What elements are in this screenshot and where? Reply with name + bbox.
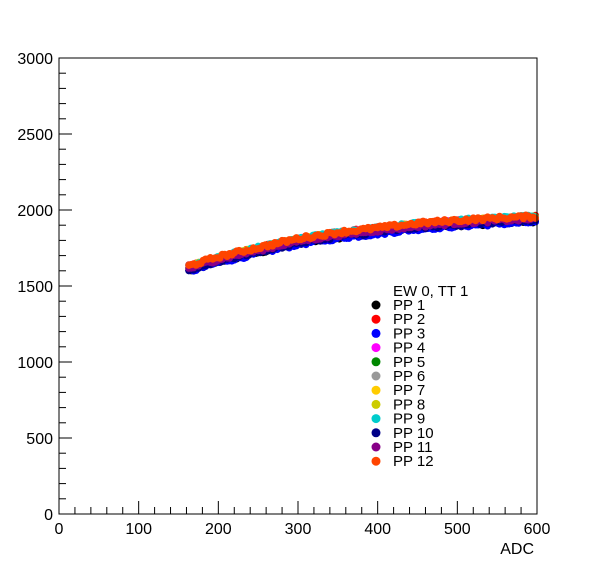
x-axis-label: ADC — [500, 541, 534, 558]
y-tick-label: 2500 — [17, 127, 53, 144]
legend-marker — [371, 385, 381, 395]
y-tick-label: 1500 — [17, 279, 53, 296]
legend-label: PP 9 — [393, 411, 425, 428]
legend-label: PP 8 — [393, 396, 425, 413]
legend-header: EW 0, TT 1 — [393, 283, 468, 300]
axis-ticks — [58, 57, 538, 515]
x-tick-label: 200 — [205, 521, 232, 538]
legend-label: PP 12 — [393, 453, 434, 470]
x-tick-label: 500 — [444, 521, 471, 538]
legend: EW 0, TT 1 PP 1PP 2PP 3PP 4PP 5PP 6PP 7P… — [371, 283, 468, 470]
legend-marker — [371, 371, 381, 381]
legend-label: PP 3 — [393, 325, 425, 342]
y-tick-label: 1000 — [17, 355, 53, 372]
tick-labels: 0 100 200 300 400 500 600 0 500 1000 1500 2000 2500 3… — [17, 51, 550, 538]
legend-marker — [371, 442, 381, 452]
legend-label: PP 6 — [393, 368, 425, 385]
y-tick-label: 0 — [44, 507, 53, 524]
legend-marker — [371, 414, 381, 424]
x-tick-label: 600 — [524, 521, 551, 538]
x-tick-label: 0 — [55, 521, 64, 538]
data-points — [185, 211, 540, 275]
legend-marker — [371, 428, 381, 438]
x-tick-label: 100 — [125, 521, 152, 538]
legend-label: PP 4 — [393, 340, 425, 357]
legend-marker — [371, 314, 381, 324]
legend-label: PP 11 — [393, 439, 432, 456]
legend-marker — [371, 456, 381, 466]
legend-label: PP 5 — [393, 354, 425, 371]
x-tick-label: 400 — [364, 521, 391, 538]
y-tick-label: 2000 — [17, 203, 53, 220]
legend-marker — [371, 399, 381, 409]
legend-label: PP 1 — [393, 297, 425, 314]
legend-marker — [371, 357, 381, 367]
y-tick-label: 500 — [26, 431, 53, 448]
legend-marker — [371, 343, 381, 353]
data-point — [531, 214, 540, 222]
legend-label: PP 2 — [393, 311, 425, 328]
x-tick-label: 300 — [285, 521, 312, 538]
legend-marker — [371, 328, 381, 338]
legend-marker — [371, 300, 381, 310]
legend-label: PP 7 — [393, 382, 425, 399]
legend-label: PP 10 — [393, 425, 434, 442]
y-tick-label: 3000 — [17, 51, 53, 68]
